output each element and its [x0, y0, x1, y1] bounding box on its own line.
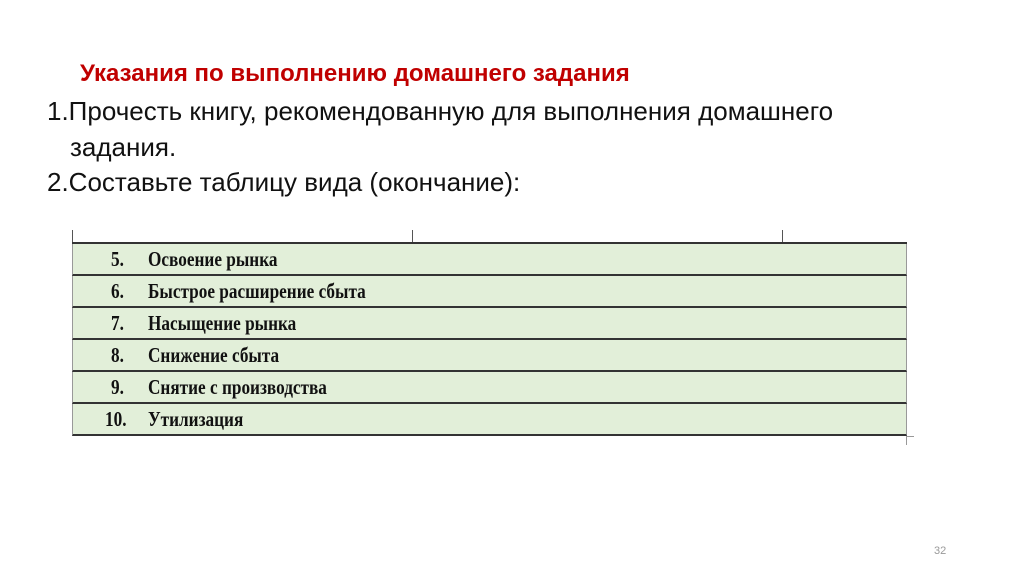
page-number: 32	[934, 545, 947, 557]
row-number: 8.	[111, 343, 124, 367]
instruction-1: 1.Прочесть книгу, рекомендованную для вы…	[47, 96, 834, 126]
table-row: 9. Снятие с производства	[72, 372, 907, 404]
crop-mark	[906, 436, 914, 445]
row-number: 10.	[105, 407, 127, 431]
row-text: Снижение сбыта	[148, 343, 280, 367]
table-top-fragment	[72, 230, 73, 242]
row-text: Утилизация	[148, 407, 244, 431]
row-text: Быстрое расширение сбыта	[148, 279, 366, 303]
table-row: 8. Снижение сбыта	[72, 340, 907, 372]
table-row: 6. Быстрое расширение сбыта	[72, 276, 907, 308]
stages-table: 5. Освоение рынка 6. Быстрое расширение сб…	[72, 242, 907, 436]
table-row: 5. Освоение рынка	[72, 244, 907, 276]
row-text: Снятие с производства	[148, 375, 327, 399]
table-top-fragment	[782, 230, 783, 242]
table-row: 10. Утилизация	[72, 404, 907, 436]
table-row: 7. Насыщение рынка	[72, 308, 907, 340]
row-text: Насыщение рынка	[148, 311, 297, 335]
row-text: Освоение рынка	[148, 247, 278, 271]
slide-title: Указания по выполнению домашнего задания	[80, 60, 630, 87]
row-number: 7.	[111, 311, 124, 335]
row-number: 6.	[111, 279, 124, 303]
instruction-1-cont: задания.	[70, 132, 177, 162]
table-top-fragment	[412, 230, 413, 242]
row-number: 9.	[111, 375, 124, 399]
row-number: 5.	[111, 247, 124, 271]
instruction-2: 2.Составьте таблицу вида (окончание):	[47, 167, 521, 197]
